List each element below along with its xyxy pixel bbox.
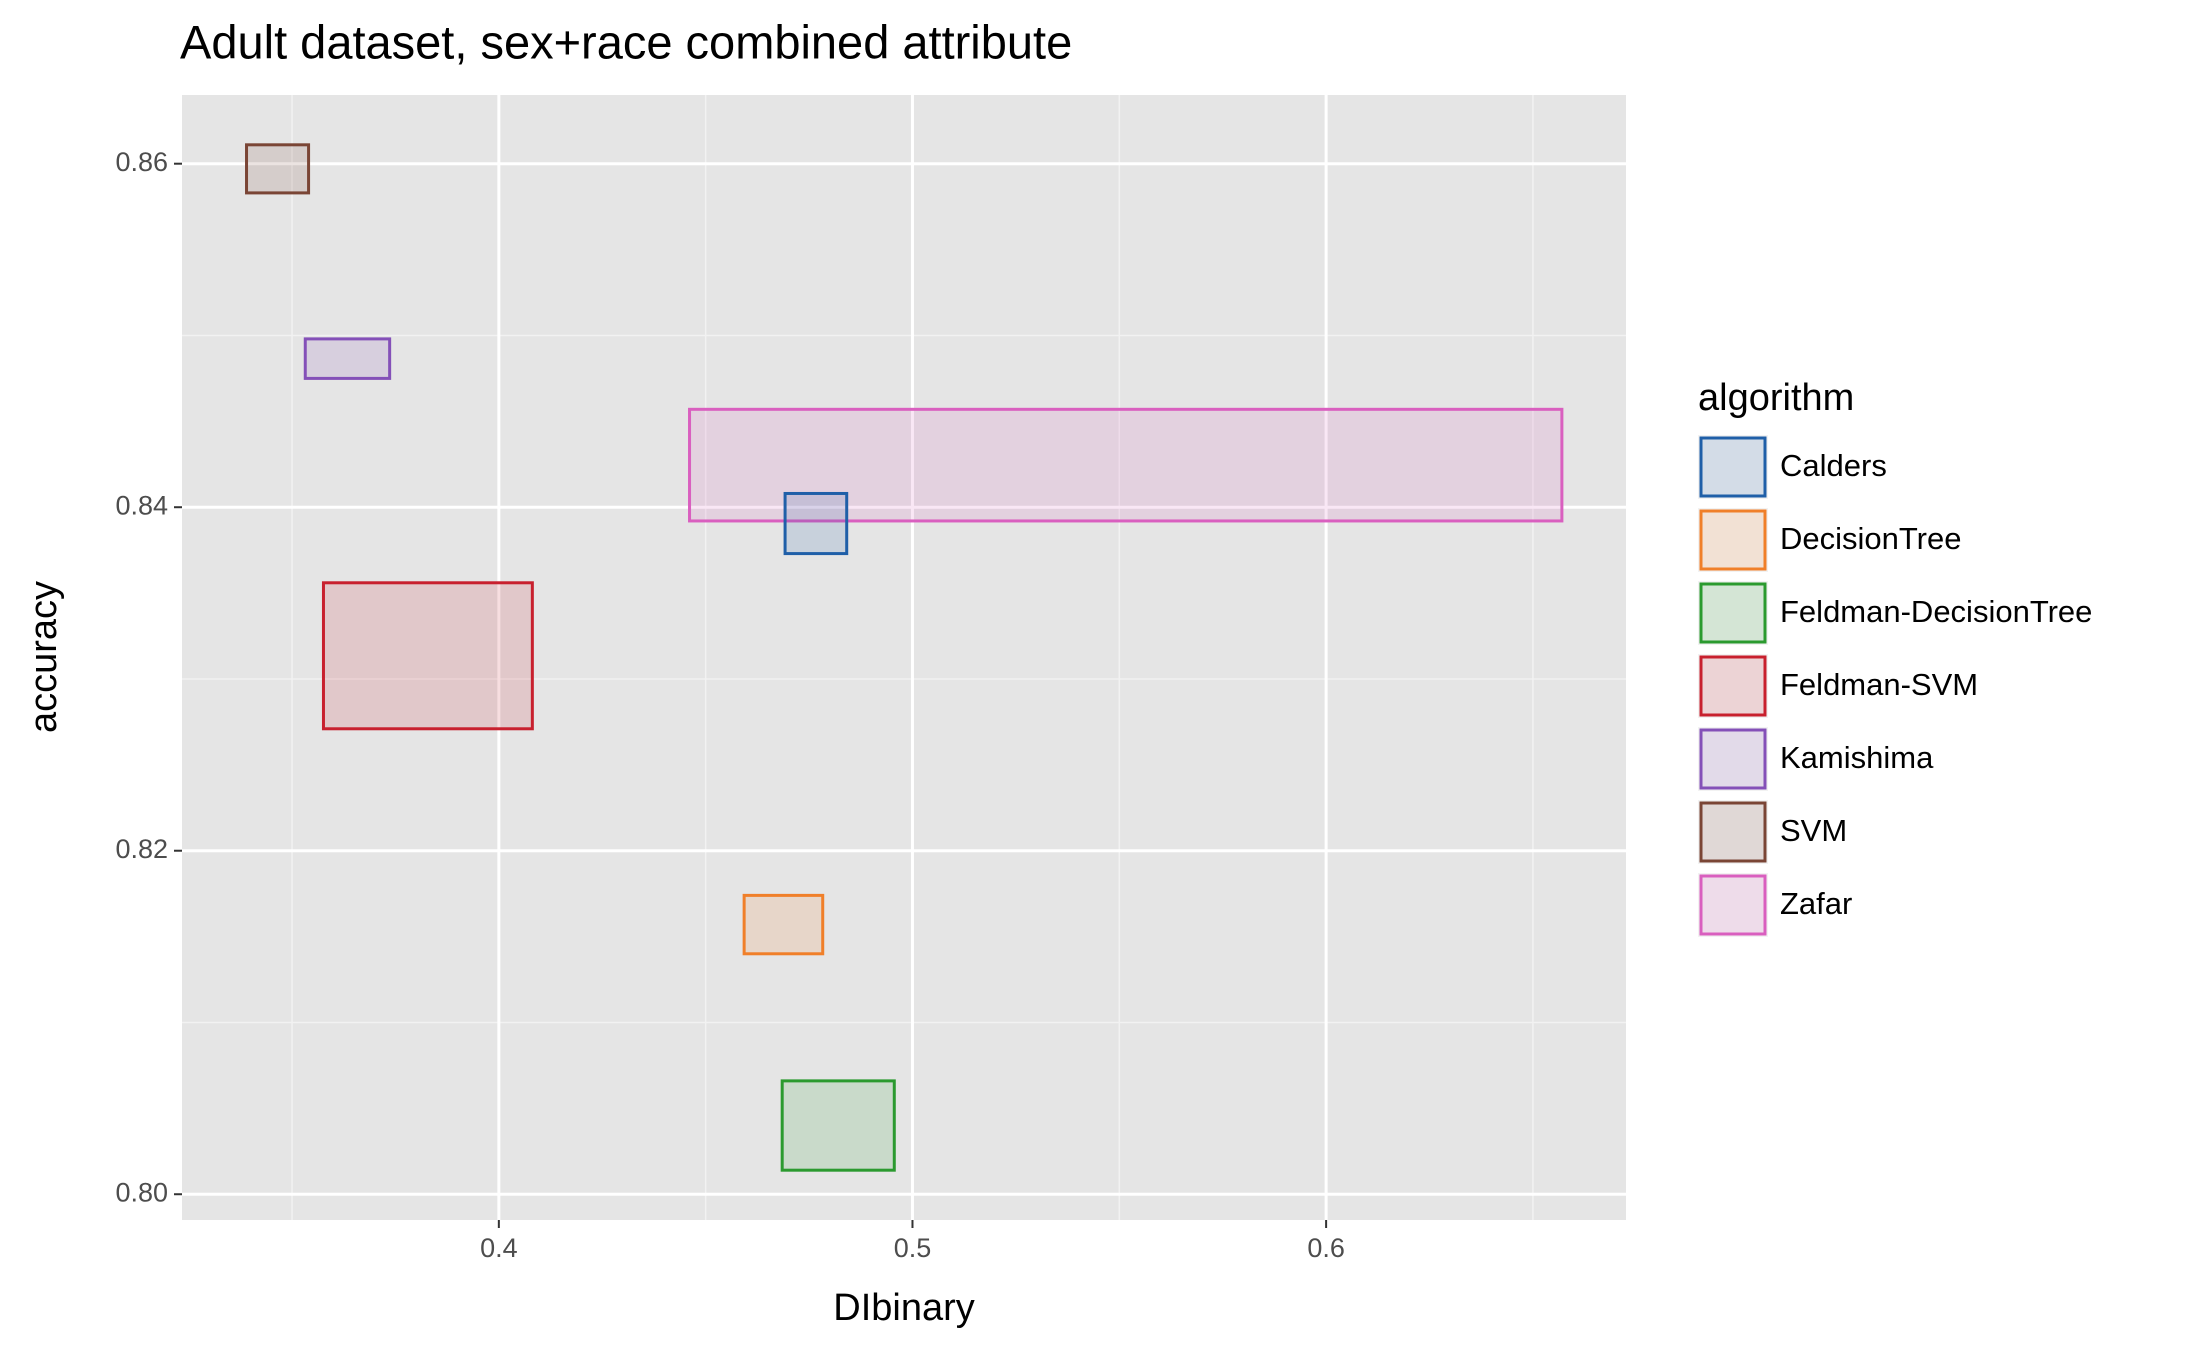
legend-label: DecisionTree (1780, 521, 1961, 556)
panel (182, 95, 1626, 1220)
y-axis-label: accuracy (23, 581, 65, 733)
legend-label: Kamishima (1780, 740, 1934, 775)
legend-title: algorithm (1698, 377, 1854, 419)
y-tick-label: 0.82 (115, 834, 168, 864)
x-axis-label: DIbinary (833, 1287, 975, 1329)
x-tick-label: 0.4 (480, 1233, 518, 1263)
legend-label: SVM (1780, 813, 1847, 848)
legend-label: Zafar (1780, 886, 1852, 921)
legend-key-bg (1698, 727, 1768, 791)
legend-key (1699, 655, 1767, 717)
legend-label: Feldman-DecisionTree (1780, 594, 2092, 629)
legend-key (1699, 582, 1767, 644)
chart-title: Adult dataset, sex+race combined attribu… (180, 15, 1072, 68)
range-box (303, 337, 392, 380)
range-box (783, 491, 849, 556)
legend-key-bg (1698, 581, 1768, 645)
range-box (688, 407, 1564, 523)
legend-label: Calders (1780, 448, 1887, 483)
range-box (321, 581, 534, 731)
legend-key (1699, 801, 1767, 863)
range-box (742, 893, 825, 956)
y-tick-label: 0.84 (115, 490, 168, 520)
legend-key (1699, 874, 1767, 936)
legend-key-bg (1698, 800, 1768, 864)
y-tick-label: 0.86 (115, 147, 168, 177)
x-tick-label: 0.5 (894, 1233, 932, 1263)
legend-key (1699, 509, 1767, 571)
legend-key-bg (1698, 508, 1768, 572)
x-tick-label: 0.6 (1307, 1233, 1345, 1263)
range-box (780, 1079, 896, 1172)
y-tick-label: 0.80 (115, 1177, 168, 1207)
legend-key (1699, 436, 1767, 498)
range-box (245, 143, 311, 195)
legend-key-bg (1698, 435, 1768, 499)
legend-key (1699, 728, 1767, 790)
legend-key-bg (1698, 654, 1768, 718)
legend-key-bg (1698, 873, 1768, 937)
legend-label: Feldman-SVM (1780, 667, 1978, 702)
